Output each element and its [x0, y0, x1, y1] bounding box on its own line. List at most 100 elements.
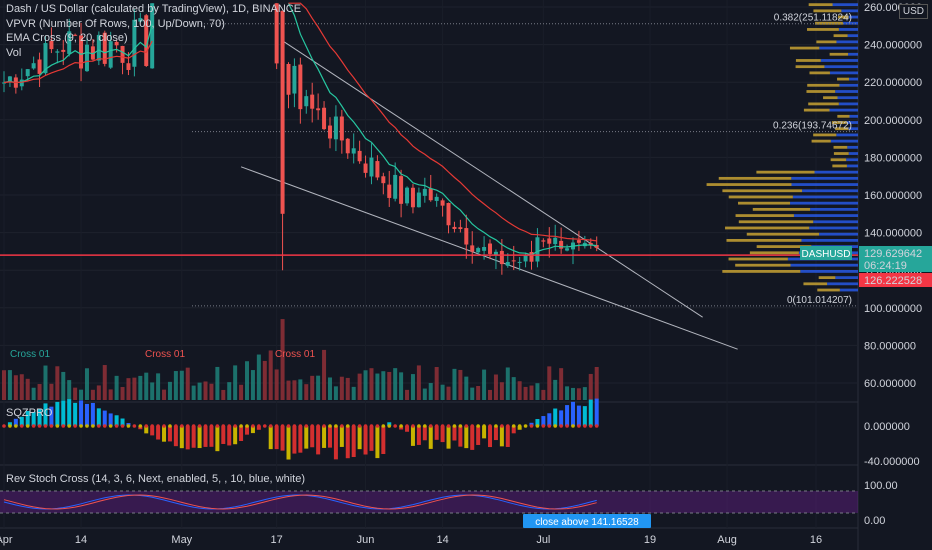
trendlines[interactable]	[240, 40, 738, 350]
squeeze-dot	[399, 424, 403, 428]
squeeze-bar	[541, 416, 546, 426]
volume-bar	[594, 366, 599, 400]
candle-body	[410, 187, 415, 208]
vpvr-up-bar	[835, 276, 858, 280]
squeeze-bar	[446, 426, 451, 449]
squeeze-dot	[102, 424, 107, 428]
volume-bar	[37, 384, 42, 400]
candles	[2, 3, 599, 275]
volume-bar	[292, 380, 297, 400]
squeeze-bar	[173, 426, 178, 447]
squeeze-dot	[73, 424, 77, 428]
vpvr-up-bar	[791, 183, 858, 186]
squeeze-dot	[97, 424, 101, 428]
volume-bar	[150, 382, 155, 400]
squeeze-dot	[31, 424, 36, 428]
legend-vpvr[interactable]: VPVR (Number Of Rows, 100, Up/Down, 70)	[6, 17, 225, 30]
squeeze-dot	[440, 424, 445, 428]
vpvr-down-bar	[815, 21, 843, 25]
volume-bar	[541, 389, 546, 400]
candle-body	[132, 19, 137, 67]
volume-bar	[339, 376, 344, 400]
candle-body	[541, 240, 546, 242]
squeeze-dot	[369, 424, 374, 428]
vpvr-down-bar	[726, 238, 802, 242]
vpvr-up-bar	[829, 108, 858, 112]
squeeze-dot	[180, 424, 184, 428]
squeeze-dot	[553, 424, 558, 428]
vpvr-up-bar	[819, 232, 858, 236]
candle-body	[493, 251, 498, 256]
volume-bar	[144, 372, 149, 400]
squeeze-dot	[482, 424, 486, 428]
squeeze-dot	[559, 424, 563, 428]
squeeze-dot	[434, 424, 439, 428]
volume-bar	[529, 385, 534, 400]
rev-tag-box	[523, 514, 651, 528]
volume-bar	[262, 360, 267, 400]
rev-tick-label: 100.00	[864, 480, 898, 492]
price-tick-label: 100.000000	[864, 303, 922, 315]
vpvr-up-bar	[790, 263, 858, 267]
squeeze-bar	[221, 426, 226, 444]
squeeze-dot	[511, 424, 516, 428]
candle-body	[19, 79, 24, 87]
vpvr-down-bar	[752, 207, 811, 211]
candle-body	[79, 35, 84, 69]
squeeze-bar	[49, 406, 54, 426]
squeeze-dot	[257, 424, 261, 428]
candle-body	[333, 116, 338, 140]
squeeze-bar	[55, 401, 60, 426]
volume-bar	[547, 366, 552, 400]
candle-body	[96, 34, 101, 61]
squeeze-bar	[369, 426, 374, 451]
volume-bar	[84, 368, 89, 400]
volume-bar	[221, 389, 226, 400]
squeeze-dot	[233, 424, 237, 428]
volume-bar	[120, 387, 125, 400]
volume-bar	[25, 378, 30, 400]
vpvr-up-bar	[802, 189, 858, 193]
ema-lines	[3, 2, 597, 256]
squeeze-dot	[594, 424, 599, 428]
volume-bar	[310, 375, 315, 400]
candle-body	[67, 31, 72, 54]
squeeze-bar	[25, 410, 30, 426]
volume-bar	[428, 383, 433, 400]
legend-vol[interactable]: Vol	[6, 46, 22, 59]
volume-bar	[476, 385, 481, 400]
candle-body	[422, 188, 427, 196]
symbol-tag-box	[800, 246, 852, 260]
time-tick-label: Aug	[717, 534, 737, 546]
squeeze-dot	[43, 424, 48, 428]
squeeze-dot	[2, 424, 6, 428]
squeeze-dot	[357, 424, 362, 428]
candle-body	[428, 188, 433, 201]
currency-button[interactable]: USD	[898, 4, 928, 19]
ema-20-line	[3, 2, 597, 242]
squeeze-bar	[458, 426, 463, 447]
squeeze-bar	[13, 418, 18, 426]
squeeze-dot	[274, 424, 279, 428]
time-tick-label: Jun	[357, 534, 375, 546]
squeeze-dot	[298, 424, 303, 428]
legend-title[interactable]: Dash / US Dollar (calculated by TradingV…	[6, 3, 302, 15]
legend-ema[interactable]: EMA Cross (9, 20, close)	[6, 32, 128, 44]
squeeze-dot	[523, 424, 528, 428]
vpvr-down-bar	[837, 15, 849, 19]
volume-bar	[114, 375, 119, 400]
sqz-label[interactable]: SQZPRO	[6, 407, 53, 419]
squeeze-dot	[405, 424, 409, 428]
volume-bar	[286, 380, 291, 400]
rev-label[interactable]: Rev Stoch Cross (14, 3, 6, Next, enabled…	[6, 473, 305, 485]
squeeze-bar	[90, 402, 95, 426]
vpvr-down-bar	[816, 40, 837, 44]
squeeze-bar	[120, 418, 125, 426]
volume-bar	[280, 319, 285, 400]
vpvr-down-bar	[746, 232, 820, 236]
candle-body	[594, 245, 599, 248]
red-price-text: 126.222528	[864, 275, 922, 287]
vpvr-down-bar	[735, 214, 794, 217]
volume-bar	[559, 368, 564, 400]
